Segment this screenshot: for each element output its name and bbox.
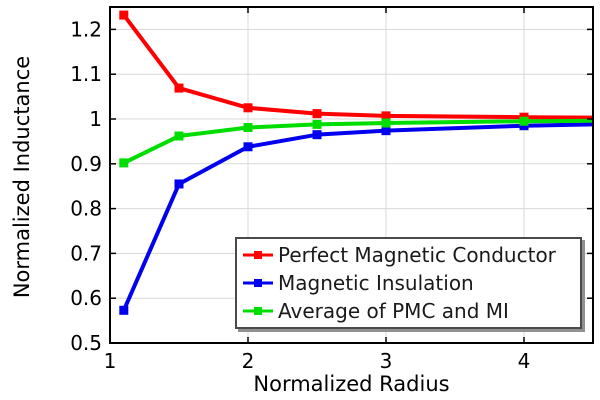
y-tick-label: 0.6 [70,286,102,310]
y-tick-label: 0.8 [70,197,102,221]
x-tick-label: 3 [380,349,393,373]
series-marker [312,130,322,140]
series-marker [381,111,391,121]
legend-line-marker-sample [243,251,273,259]
series-marker [174,131,184,141]
series-marker [174,83,184,93]
series-marker [243,103,253,113]
x-tick-label: 1 [104,349,117,373]
series-marker [381,118,391,128]
series-marker [243,123,253,133]
x-axis-title: Normalized Radius [253,372,450,396]
plot-border [109,6,594,344]
y-axis-title: Normalized Inductance [10,55,34,299]
series-line [122,13,594,120]
y-tick-label: 0.5 [70,331,102,355]
legend: Perfect Magnetic Conductor Magnetic Insul… [235,237,582,329]
series-marker [312,119,322,129]
legend-label: Average of PMC and MI [278,299,509,323]
y-tick-label: 1.2 [70,17,102,41]
y-tick-label: 1 [89,107,102,131]
series-marker [381,126,391,136]
series-marker [119,10,129,20]
x-tick-label: 4 [518,349,531,373]
legend-label: Perfect Magnetic Conductor [278,243,556,267]
y-tick-label: 0.9 [70,152,102,176]
y-tick-label: 1.1 [70,62,102,86]
legend-line-marker-sample [243,279,273,287]
series-marker [519,116,529,126]
series-marker [119,158,129,168]
series-marker [243,142,253,152]
x-tick-label: 2 [242,349,255,373]
y-tick-label: 0.7 [70,241,102,265]
series-marker [312,109,322,119]
series-marker [119,305,129,315]
legend-item: Magnetic Insulation [243,271,580,295]
series-marker [174,179,184,189]
legend-item: Perfect Magnetic Conductor [243,243,580,267]
legend-item: Average of PMC and MI [243,299,580,323]
legend-label: Magnetic Insulation [278,271,474,295]
legend-line-marker-sample [243,307,273,315]
